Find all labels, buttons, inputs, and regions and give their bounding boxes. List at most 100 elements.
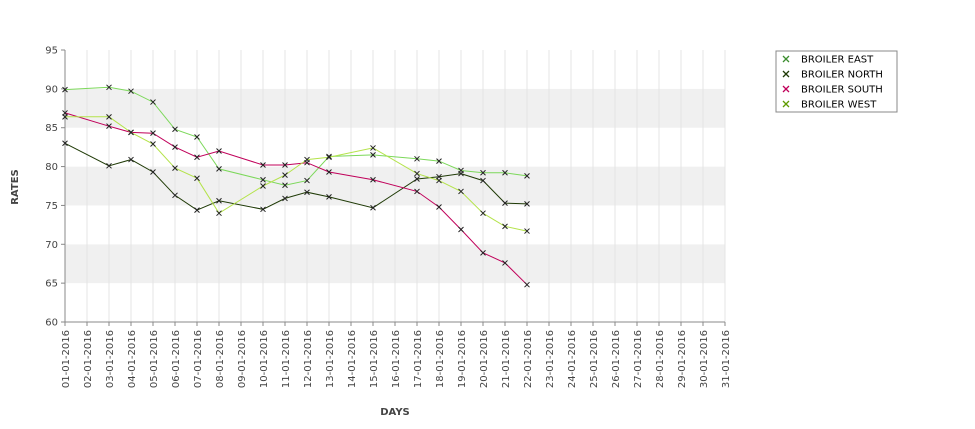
legend-label: BROILER SOUTH [801, 85, 883, 96]
data-point-marker [304, 189, 310, 196]
data-point-marker [370, 152, 376, 158]
data-point-marker [414, 188, 420, 195]
data-point-marker [414, 155, 420, 162]
x-tick-label: 19-01-2016 [457, 330, 468, 388]
data-point-marker [172, 126, 178, 133]
data-point-marker [150, 130, 156, 137]
legend-marker [782, 70, 790, 78]
data-point-marker [282, 162, 288, 168]
data-point-marker [128, 88, 134, 95]
x-tick-label: 01-01-2016 [61, 330, 72, 388]
legend-marker [782, 85, 790, 93]
data-point-marker [194, 134, 200, 140]
data-point-marker [370, 204, 376, 211]
x-tick-label: 22-01-2016 [523, 330, 534, 388]
y-tick-label: 75 [45, 201, 58, 212]
series-line [64, 112, 528, 286]
x-tick-label: 08-01-2016 [215, 330, 226, 388]
x-tick-label: 30-01-2016 [699, 330, 710, 388]
x-tick-label: 04-01-2016 [127, 330, 138, 388]
data-point-marker [370, 145, 376, 151]
y-tick-label: 95 [45, 46, 58, 57]
x-tick-label: 16-01-2016 [391, 330, 402, 388]
data-point-marker [128, 156, 134, 163]
data-point-marker [106, 113, 112, 120]
legend-box [775, 50, 898, 113]
data-point-marker [150, 169, 156, 175]
legend-label: BROILER WEST [801, 100, 877, 111]
data-point-marker [502, 169, 508, 176]
data-point-marker [172, 144, 178, 150]
x-tick-label: 06-01-2016 [171, 330, 182, 388]
data-point-marker [326, 153, 332, 160]
x-tick-label: 28-01-2016 [655, 330, 666, 388]
data-point-marker [216, 166, 222, 172]
data-point-marker [524, 228, 530, 234]
data-point-marker [524, 281, 530, 288]
series-lines [64, 86, 528, 286]
x-tick-label: 12-01-2016 [303, 330, 314, 388]
x-tick-label: 02-01-2016 [83, 330, 94, 388]
data-point-marker [458, 170, 464, 177]
data-point-marker [260, 162, 266, 168]
x-tick-label: 23-01-2016 [545, 330, 556, 388]
data-point-marker [260, 176, 266, 183]
x-tick-label: 25-01-2016 [589, 330, 600, 388]
x-tick-label: 27-01-2016 [633, 330, 644, 388]
data-point-marker [458, 188, 464, 195]
data-point-marker [62, 86, 68, 93]
data-point-marker [436, 158, 442, 164]
data-point-marker [414, 170, 420, 177]
data-point-marker [260, 183, 266, 189]
x-tick-label: 09-01-2016 [237, 330, 248, 388]
series-markers [62, 84, 530, 288]
data-point-marker [326, 154, 332, 161]
data-point-marker [480, 177, 486, 184]
data-point-marker [304, 156, 310, 163]
data-point-marker [414, 176, 420, 182]
data-point-marker [216, 197, 222, 204]
data-point-marker [128, 129, 134, 136]
series-line [64, 142, 528, 211]
x-tick-label: 18-01-2016 [435, 330, 446, 388]
x-tick-label: 29-01-2016 [677, 330, 688, 388]
x-tick-label: 11-01-2016 [281, 330, 292, 388]
data-point-marker [370, 176, 376, 183]
data-point-marker [326, 169, 332, 175]
data-point-marker [216, 148, 222, 154]
data-point-marker [304, 177, 310, 184]
data-point-marker [150, 99, 156, 105]
x-tick-label: 07-01-2016 [193, 330, 204, 388]
data-point-marker [172, 165, 178, 171]
x-tick-label: 26-01-2016 [611, 330, 622, 388]
x-tick-label: 13-01-2016 [325, 330, 336, 388]
data-point-marker [106, 84, 112, 91]
data-point-marker [502, 260, 508, 266]
y-tick-label: 80 [45, 162, 58, 173]
data-point-marker [194, 207, 200, 213]
x-tick-label: 31-01-2016 [721, 330, 732, 388]
x-tick-label: 03-01-2016 [105, 330, 116, 388]
legend-label: BROILER EAST [801, 55, 874, 66]
series-line [64, 86, 528, 186]
data-point-marker [260, 206, 266, 213]
data-point-marker [282, 182, 288, 189]
x-tick-label: 17-01-2016 [413, 330, 424, 388]
legend-marker [782, 100, 790, 108]
x-tick-label: 10-01-2016 [259, 330, 270, 388]
data-point-marker [150, 141, 156, 147]
data-point-marker [106, 123, 112, 130]
data-point-marker [326, 194, 332, 200]
y-tick-label: 70 [45, 240, 58, 251]
x-axis: 01-01-2016 02-01-2016 03-01-2016 04-01-2016… [61, 322, 732, 388]
data-point-marker [436, 204, 442, 210]
data-point-marker [524, 173, 530, 179]
x-tick-label: 20-01-2016 [479, 330, 490, 388]
y-tick-label: 65 [45, 279, 58, 290]
x-tick-label: 24-01-2016 [567, 330, 578, 388]
data-point-marker [62, 113, 68, 120]
y-axis: 60 65 70 75 80 85 90 95 [45, 46, 65, 329]
data-point-marker [502, 200, 508, 206]
data-point-marker [458, 226, 464, 233]
x-tick-label: 14-01-2016 [347, 330, 358, 388]
